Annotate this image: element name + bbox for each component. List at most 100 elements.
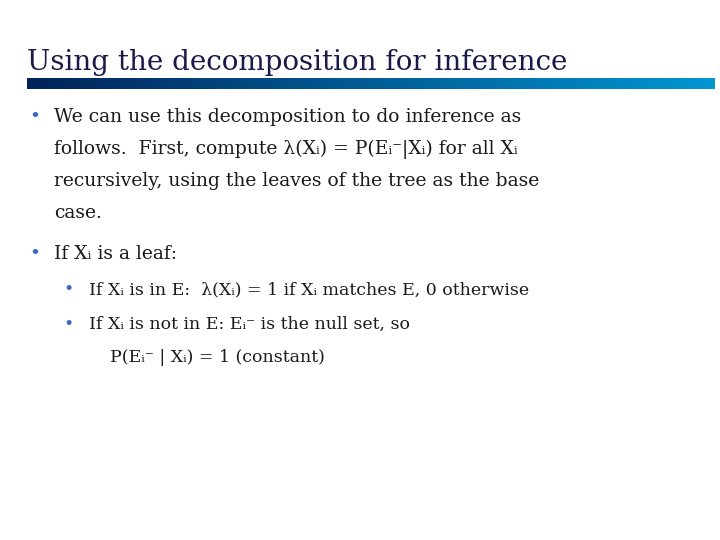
Bar [364, 78, 367, 89]
Bar [153, 78, 156, 89]
Bar [534, 78, 537, 89]
Bar [48, 78, 51, 89]
Bar [598, 78, 601, 89]
Bar [50, 78, 53, 89]
Bar [403, 78, 406, 89]
Bar [252, 78, 255, 89]
Bar [539, 78, 541, 89]
Bar [151, 78, 154, 89]
Bar [669, 78, 672, 89]
Bar [548, 78, 551, 89]
Bar [369, 78, 372, 89]
Bar [275, 78, 278, 89]
Bar [585, 78, 588, 89]
Bar [678, 78, 681, 89]
Bar [610, 78, 613, 89]
Bar [662, 78, 665, 89]
Bar [204, 78, 207, 89]
Bar [564, 78, 567, 89]
Bar [348, 78, 351, 89]
Bar [447, 78, 450, 89]
Bar [105, 78, 108, 89]
Bar [208, 78, 212, 89]
Bar [541, 78, 544, 89]
Bar [713, 78, 716, 89]
Bar [302, 78, 305, 89]
Bar [27, 78, 30, 89]
Bar [674, 78, 677, 89]
Bar [89, 78, 92, 89]
Bar [374, 78, 377, 89]
Bar [222, 78, 225, 89]
Bar [703, 78, 706, 89]
Bar [110, 78, 113, 89]
Bar [508, 78, 512, 89]
Bar [82, 78, 86, 89]
Bar [279, 78, 282, 89]
Bar [711, 78, 714, 89]
Bar [144, 78, 147, 89]
Bar [60, 78, 63, 89]
Bar [639, 78, 642, 89]
Bar [688, 78, 690, 89]
Bar [73, 78, 76, 89]
Bar [270, 78, 274, 89]
Bar [463, 78, 466, 89]
Bar [680, 78, 683, 89]
Bar [30, 78, 32, 89]
Text: case.: case. [54, 204, 102, 221]
Bar [566, 78, 569, 89]
Bar [667, 78, 670, 89]
Bar [573, 78, 576, 89]
Bar [477, 78, 480, 89]
Bar [408, 78, 411, 89]
Bar [323, 78, 326, 89]
Bar [282, 78, 284, 89]
Bar [605, 78, 608, 89]
Bar [697, 78, 700, 89]
Bar [192, 78, 195, 89]
Bar [589, 78, 592, 89]
Text: •: • [29, 245, 40, 263]
Bar [587, 78, 590, 89]
Bar [630, 78, 633, 89]
Bar [575, 78, 578, 89]
Bar [665, 78, 667, 89]
Bar [632, 78, 636, 89]
Bar [277, 78, 280, 89]
Bar [525, 78, 528, 89]
Bar [343, 78, 346, 89]
Bar [156, 78, 158, 89]
Bar [410, 78, 413, 89]
Bar [649, 78, 652, 89]
Bar [500, 78, 503, 89]
Bar [419, 78, 422, 89]
Bar [174, 78, 177, 89]
Bar [45, 78, 49, 89]
Bar [444, 78, 448, 89]
Bar [314, 78, 317, 89]
Bar [197, 78, 200, 89]
Bar [559, 78, 562, 89]
Bar [167, 78, 170, 89]
Bar [469, 78, 473, 89]
Bar [612, 78, 615, 89]
Bar [35, 78, 37, 89]
Bar [293, 78, 296, 89]
Bar [529, 78, 532, 89]
Bar [626, 78, 629, 89]
Bar [202, 78, 204, 89]
Bar [591, 78, 594, 89]
Bar [382, 78, 386, 89]
Bar [518, 78, 521, 89]
Bar [616, 78, 619, 89]
Bar [103, 78, 106, 89]
Bar [582, 78, 585, 89]
Text: If Χᵢ is a leaf:: If Χᵢ is a leaf: [54, 245, 177, 263]
Bar [708, 78, 711, 89]
Bar [266, 78, 269, 89]
Bar [440, 78, 443, 89]
Bar [456, 78, 459, 89]
Bar [91, 78, 94, 89]
Bar [183, 78, 186, 89]
